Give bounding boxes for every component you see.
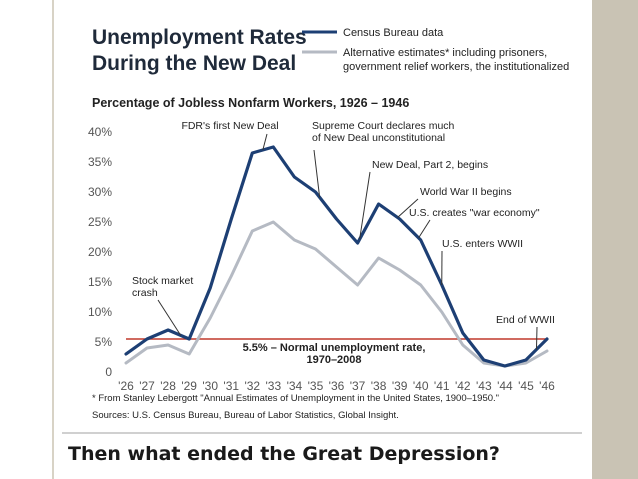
footnote: * From Stanley Lebergott "Annual Estimat… <box>92 393 499 404</box>
legend: Census Bureau data Alternative estimates… <box>302 27 569 73</box>
x-tick-label: '44 <box>497 379 513 393</box>
x-tick-label: '32 <box>244 379 260 393</box>
annotation-leader <box>359 171 371 240</box>
y-tick-label: 40% <box>88 125 112 139</box>
x-tick-label: '27 <box>139 379 155 393</box>
y-axis: 0 5% 10% 15% 20% 25% 30% 35% 40% <box>88 125 112 379</box>
x-tick-label: '30 <box>202 379 218 393</box>
annotation-leader <box>397 198 419 218</box>
y-tick-label: 25% <box>88 215 112 229</box>
slide-left-rule <box>52 0 54 479</box>
annotation-label: U.S. creates "war economy" <box>409 207 540 219</box>
chart-title-line-1: Unemployment Rates <box>92 26 307 49</box>
annotation-label: U.S. enters WWII <box>442 238 523 250</box>
annotation-label: Stock market <box>132 275 193 287</box>
slide-caption: Then what ended the Great Depression? <box>62 432 582 472</box>
legend-label-alternative-line-2: government relief workers, the instituti… <box>343 61 569 73</box>
x-tick-label: '37 <box>350 379 366 393</box>
y-tick-label: 35% <box>88 155 112 169</box>
chart-subtitle: Percentage of Jobless Nonfarm Workers, 1… <box>92 96 409 110</box>
annotation-leader <box>157 299 182 336</box>
annotation-label: End of WWII <box>496 314 555 326</box>
y-tick-label: 5% <box>95 335 113 349</box>
annotation-label: New Deal, Part 2, begins <box>372 159 488 171</box>
series-line-census <box>124 145 549 368</box>
x-tick-label: '28 <box>160 379 176 393</box>
y-tick-label: 15% <box>88 275 112 289</box>
x-tick-label: '35 <box>308 379 324 393</box>
x-tick-label: '38 <box>371 379 387 393</box>
unemployment-chart: Unemployment Rates During the New Deal C… <box>88 26 569 421</box>
series-group <box>124 145 549 368</box>
series-line-alternative <box>124 220 549 368</box>
x-tick-label: '36 <box>329 379 345 393</box>
reference-line-label: 5.5% – Normal unemployment rate, <box>243 342 426 354</box>
x-tick-label: '40 <box>413 379 429 393</box>
annotation-label: World War II begins <box>420 186 512 198</box>
x-tick-label: '42 <box>455 379 471 393</box>
annotation-label: crash <box>132 287 158 299</box>
annotation-leader <box>262 133 268 151</box>
slide-right-bar <box>592 0 638 479</box>
sources-note: Sources: U.S. Census Bureau, Bureau of L… <box>92 410 399 421</box>
x-tick-label: '43 <box>476 379 492 393</box>
reference-line-label: 1970–2008 <box>306 354 361 366</box>
x-tick-label: '39 <box>392 379 408 393</box>
y-tick-label: 30% <box>88 185 112 199</box>
y-tick-label: 20% <box>88 245 112 259</box>
x-tick-label: '26 <box>118 379 134 393</box>
y-tick-label: 10% <box>88 305 112 319</box>
chart-title-line-2: During the New Deal <box>92 52 296 75</box>
x-tick-label: '29 <box>181 379 197 393</box>
chart-card <box>62 0 582 479</box>
annotation-label: FDR's first New Deal <box>181 120 278 132</box>
reference-line-group: 5.5% – Normal unemployment rate,1970–200… <box>126 338 547 366</box>
annotation-label: Supreme Court declares much <box>312 120 455 132</box>
x-tick-label: '45 <box>518 379 534 393</box>
y-tick-label: 0 <box>105 365 112 379</box>
x-tick-label: '34 <box>287 379 303 393</box>
annotation-leader <box>535 326 538 350</box>
annotation-leader <box>418 219 431 239</box>
slide-left-margin <box>0 0 52 479</box>
x-tick-label: '41 <box>434 379 450 393</box>
x-tick-label: '46 <box>539 379 555 393</box>
x-tick-label: '31 <box>223 379 239 393</box>
annotation-leader <box>313 149 321 198</box>
annotation-label: of New Deal unconstitutional <box>312 132 445 144</box>
legend-label-census: Census Bureau data <box>343 27 444 39</box>
x-axis: '26 '27 '28 '29 '30 '31 '32 '33 '34 '35 '36 '37 '38 '… <box>118 379 555 393</box>
legend-label-alternative-line-1: Alternative estimates* including prisone… <box>343 47 547 59</box>
chart-title: Unemployment Rates During the New Deal <box>92 26 307 75</box>
x-tick-label: '33 <box>266 379 282 393</box>
